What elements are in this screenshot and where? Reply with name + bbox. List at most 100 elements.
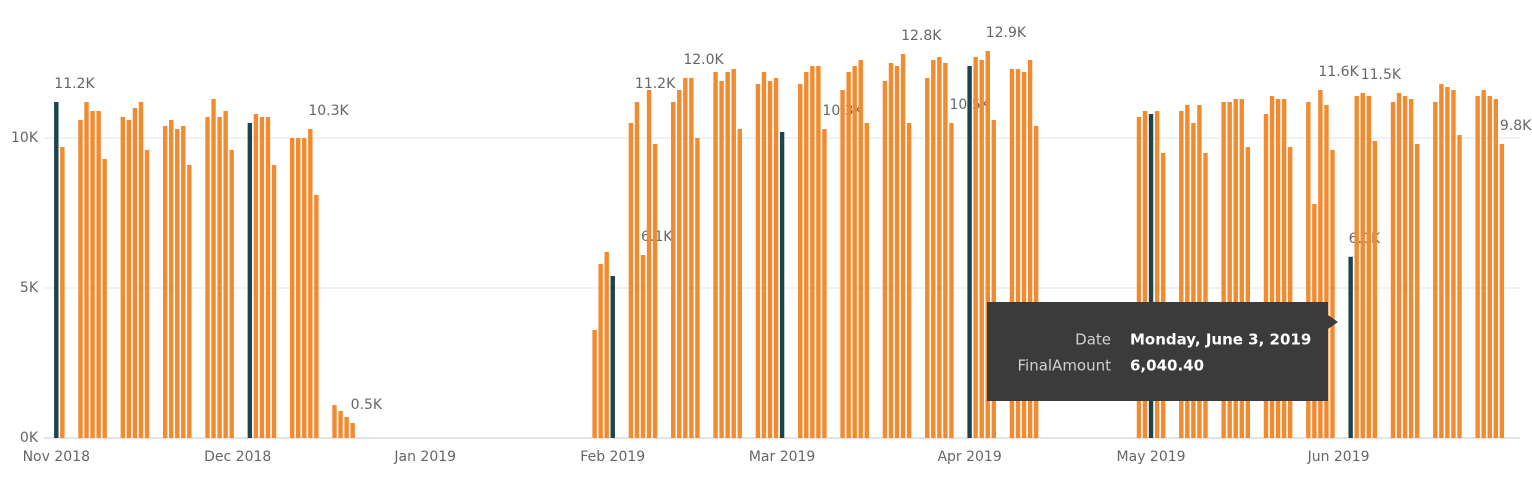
data-label: 11.2K	[635, 76, 676, 92]
bar	[1433, 102, 1438, 438]
bar	[1185, 105, 1190, 438]
bar	[1009, 69, 1015, 438]
bar	[779, 132, 785, 438]
y-tick-label: 5K	[20, 280, 39, 296]
bar	[925, 78, 930, 438]
bar	[126, 120, 132, 438]
bar	[162, 126, 168, 438]
bar	[1451, 90, 1456, 438]
bar	[1136, 117, 1142, 438]
bar	[60, 147, 65, 438]
bar	[1348, 256, 1353, 438]
bar	[967, 66, 972, 438]
bar	[1142, 111, 1148, 438]
bar	[858, 60, 863, 438]
data-label: 9.8K	[1500, 118, 1532, 134]
bar	[1275, 99, 1281, 438]
bar	[314, 195, 319, 438]
bar	[1015, 69, 1021, 438]
bar	[1179, 111, 1184, 438]
bar	[628, 123, 634, 438]
bar	[1396, 93, 1402, 438]
tooltip-label: Date	[1075, 331, 1111, 349]
data-label: 0.5K	[351, 397, 383, 413]
bar	[1221, 102, 1226, 438]
bar	[1239, 99, 1244, 438]
bar	[308, 129, 313, 438]
bar	[652, 144, 658, 438]
bar	[1233, 99, 1238, 438]
bar	[592, 330, 597, 438]
bar	[102, 159, 107, 438]
bar	[247, 123, 253, 438]
bar	[1227, 102, 1232, 438]
bar	[1414, 144, 1420, 438]
bar	[979, 60, 984, 438]
bar	[54, 102, 59, 438]
bar	[737, 129, 742, 438]
bar	[271, 165, 277, 438]
bar	[138, 102, 144, 438]
plot-area: 0K 5K 10K Nov 2018 Dec 2018 Jan 2019 Feb 2019 M…	[11, 25, 1532, 465]
bar	[120, 117, 126, 438]
bar	[864, 123, 869, 438]
bar	[344, 417, 349, 438]
bar	[265, 117, 271, 438]
bar	[1033, 126, 1039, 438]
bar	[169, 120, 174, 438]
bar	[1148, 114, 1154, 438]
bar	[1439, 84, 1444, 438]
bar	[259, 117, 265, 438]
bar	[731, 69, 736, 438]
x-tick-label: Apr 2019	[937, 449, 1001, 465]
bar	[144, 150, 150, 438]
tooltip-value: 6,040.40	[1130, 357, 1204, 375]
bar	[90, 111, 95, 438]
data-label: 11.6K	[1318, 64, 1359, 80]
bar	[840, 90, 845, 438]
x-tick-label: Dec 2018	[204, 449, 271, 465]
data-label: 12.0K	[683, 52, 724, 68]
tooltip-label: FinalAmount	[1017, 357, 1111, 375]
bar	[1408, 99, 1414, 438]
bar	[610, 276, 615, 438]
bar	[205, 117, 210, 438]
bar	[683, 78, 688, 438]
x-tick-label: Feb 2019	[580, 449, 645, 465]
x-tick-label: Jan 2019	[393, 449, 456, 465]
bar	[338, 411, 343, 438]
bar	[1366, 96, 1371, 438]
bar	[882, 81, 888, 438]
bar	[949, 123, 954, 438]
bar	[223, 111, 228, 438]
bar	[1191, 123, 1196, 438]
bar	[350, 423, 355, 438]
bar	[906, 123, 912, 438]
bar	[1330, 150, 1335, 438]
bar	[1487, 96, 1492, 438]
bar	[671, 102, 676, 438]
bar	[943, 63, 948, 438]
bar	[713, 72, 718, 438]
bar	[846, 72, 851, 438]
bar	[991, 120, 996, 438]
data-label: 11.2K	[54, 76, 95, 92]
bar	[773, 78, 779, 438]
bar	[217, 117, 222, 438]
bar	[175, 129, 180, 438]
bar	[1499, 144, 1505, 438]
bar	[1287, 147, 1293, 438]
bar	[302, 138, 307, 438]
bar	[804, 72, 809, 438]
data-label: 11.5K	[1361, 67, 1402, 83]
data-label: 10.3K	[308, 103, 349, 119]
bar	[1318, 90, 1323, 438]
bar	[96, 111, 101, 438]
bar	[646, 90, 652, 438]
bar	[1154, 111, 1160, 438]
bar	[1360, 93, 1365, 438]
x-tick-label: Jun 2019	[1307, 449, 1370, 465]
bar	[689, 78, 694, 438]
bar	[725, 72, 730, 438]
